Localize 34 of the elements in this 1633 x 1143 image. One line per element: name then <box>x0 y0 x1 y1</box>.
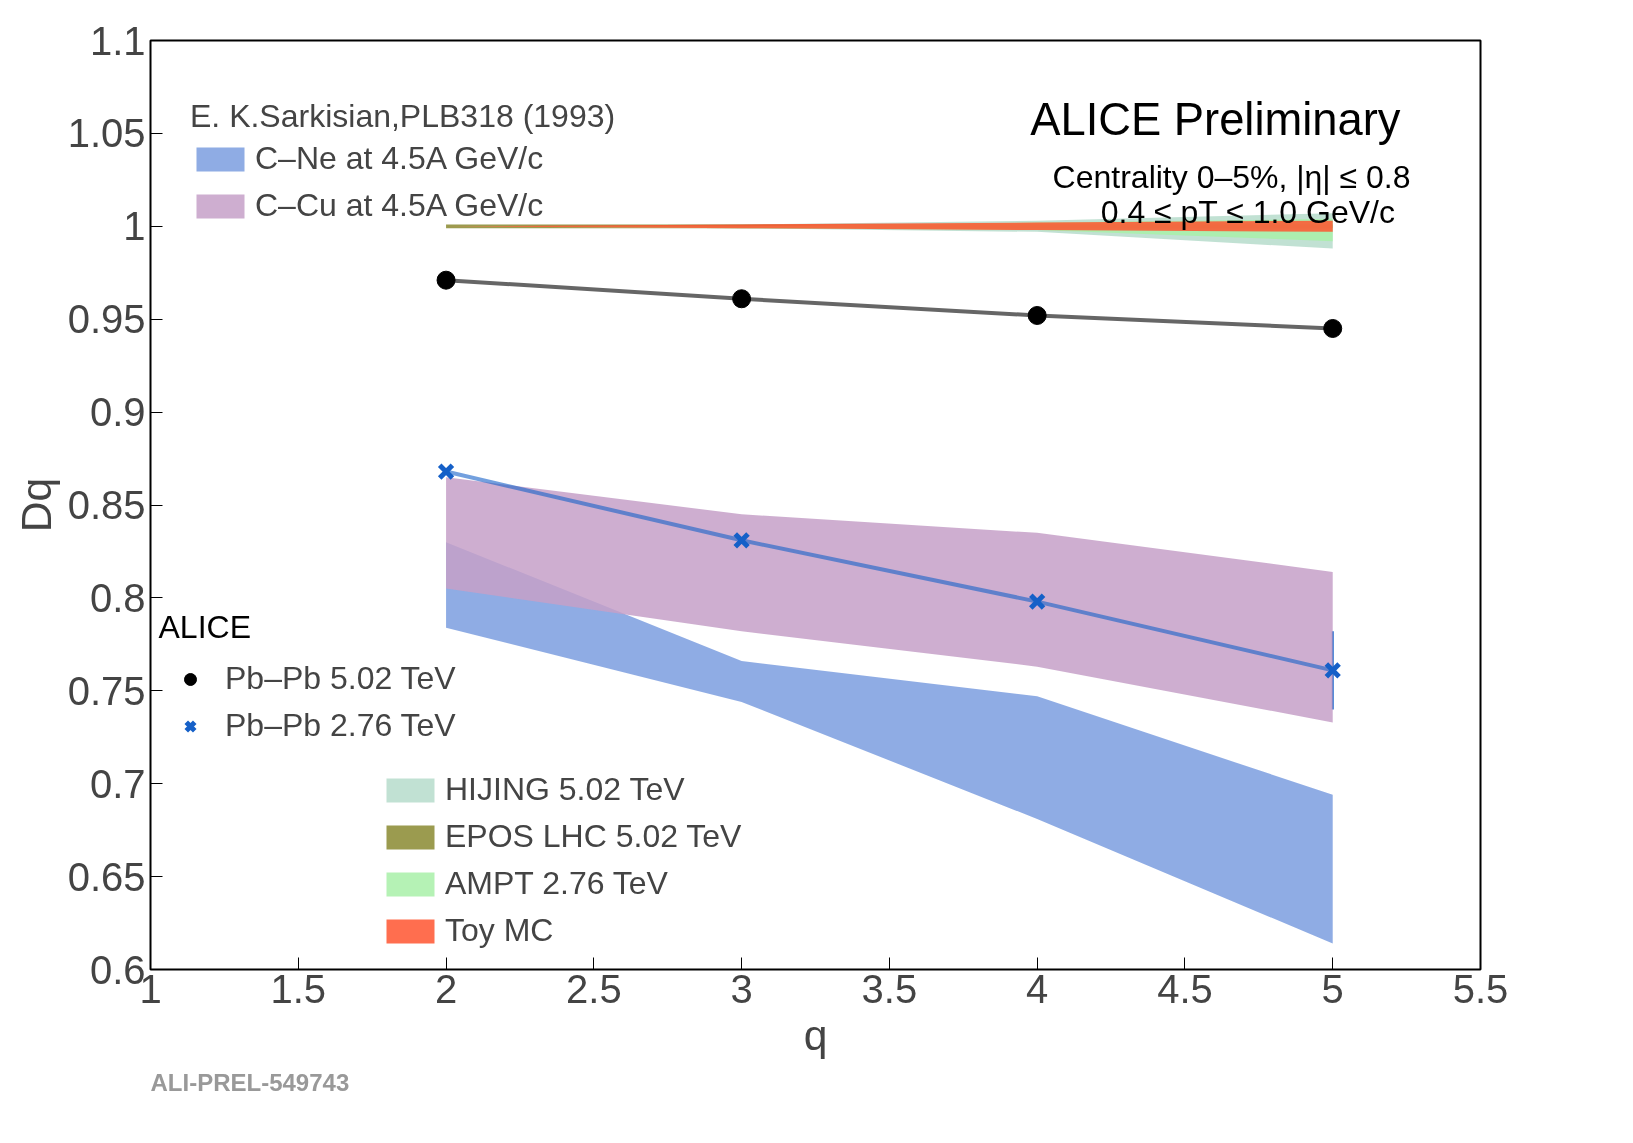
text: ALI-PREL-549743 <box>150 1068 350 1096</box>
y-tick-label: 1.05 <box>67 111 146 156</box>
legend-label: Toy MC <box>445 912 554 949</box>
x-tick-label: 4 <box>1026 966 1049 1011</box>
x-tick-label: 2.5 <box>566 966 622 1011</box>
x-tick-label: 3.5 <box>861 966 918 1011</box>
y-tick-label: 0.85 <box>67 483 146 527</box>
annotation: ALICE <box>158 608 251 645</box>
x-axis-title: q <box>803 1010 828 1059</box>
y-tick-label: 1 <box>123 204 146 249</box>
y-tick-label: 0.8 <box>89 575 146 620</box>
y-axis-title: Dq <box>11 477 60 533</box>
y-tick-label: 0.75 <box>67 668 146 713</box>
x-tick-label: 5 <box>1321 966 1344 1011</box>
x-tick-label: 2 <box>434 966 458 1011</box>
x-tick-label: 3 <box>730 966 753 1011</box>
legend-label: C–Cu at 4.5A GeV/c <box>255 187 544 224</box>
y-tick-label: 0.7 <box>89 761 146 806</box>
legend-label: HIJING 5.02 TeV <box>445 771 685 808</box>
y-tick-label: 1.1 <box>89 18 146 63</box>
y-tick-label: 0.65 <box>67 854 146 899</box>
x-tick-label: 4.5 <box>1157 966 1213 1011</box>
x-tick-label: 1.5 <box>270 966 327 1011</box>
legend-label: Pb–Pb 2.76 TeV <box>225 707 456 744</box>
y-tick-label: 0.9 <box>89 390 146 435</box>
legend-title: E. K.Sarkisian,PLB318 (1993) <box>190 98 616 135</box>
legend-label: Pb–Pb 5.02 TeV <box>225 660 456 697</box>
legend-label: C–Ne at 4.5A GeV/c <box>255 140 544 177</box>
annotation: Centrality 0–5%, |η| ≤ 0.8 <box>1052 158 1411 195</box>
y-tick-label: 0.95 <box>67 297 146 342</box>
legend-label: EPOS LHC 5.02 TeV <box>445 818 742 855</box>
annotation: ALICE Preliminary <box>1030 93 1401 145</box>
legend-label: AMPT 2.76 TeV <box>445 865 668 902</box>
x-tick-label: 5.5 <box>1452 966 1509 1011</box>
